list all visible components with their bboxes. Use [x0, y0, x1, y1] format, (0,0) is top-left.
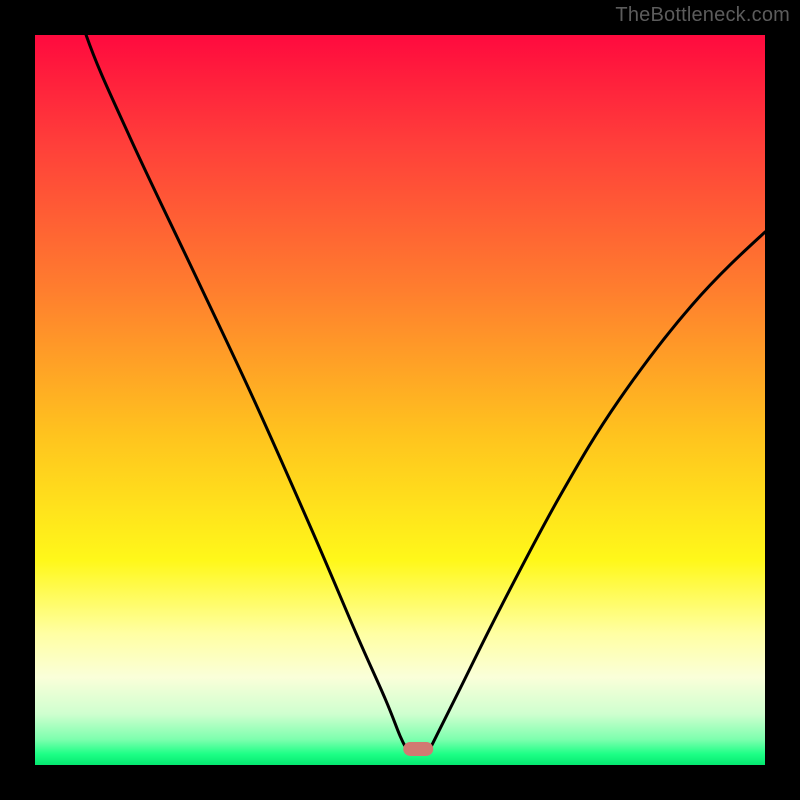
chart-svg — [0, 0, 800, 800]
optimal-marker — [403, 742, 433, 756]
chart-stage: TheBottleneck.com — [0, 0, 800, 800]
attribution-text: TheBottleneck.com — [615, 4, 790, 27]
plot-background — [35, 35, 765, 765]
